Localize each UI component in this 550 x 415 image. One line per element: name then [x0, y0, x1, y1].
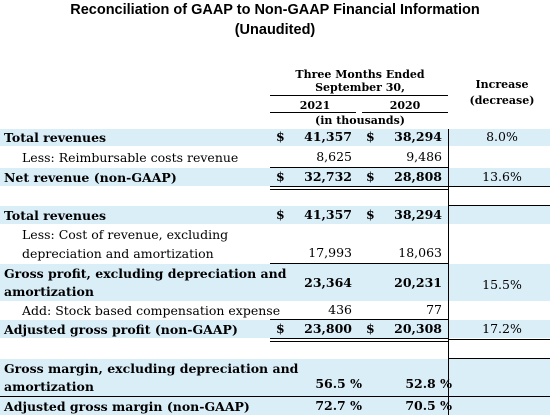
- value-2020: 70.5 %: [405, 398, 452, 413]
- row-label: Adjusted gross profit (non-GAAP): [4, 322, 238, 337]
- value-2021: 436: [328, 302, 352, 317]
- value-2020: 9,486: [406, 149, 442, 164]
- row-band: [0, 359, 550, 396]
- currency-symbol: $: [276, 169, 285, 184]
- row-label: Add: Stock based compensation expense: [22, 303, 281, 318]
- subtotal-rule: [270, 319, 448, 320]
- value-2021: 23,800: [304, 321, 352, 336]
- total-rule: [270, 186, 448, 190]
- change-header-2: (decrease): [469, 94, 535, 107]
- row-band: [0, 168, 550, 186]
- row-rule: [0, 396, 550, 397]
- subtotal-rule: [270, 167, 448, 168]
- row-label: Adjusted gross margin (non-GAAP): [4, 399, 250, 414]
- row-label: Less: Reimbursable costs revenue: [22, 150, 239, 165]
- year-2020-header: 2020: [389, 99, 421, 112]
- change-header: Increase: [475, 78, 529, 91]
- value-2020: 20,231: [394, 275, 442, 290]
- value-2021: 72.7 %: [315, 398, 362, 413]
- currency-symbol: $: [276, 129, 285, 144]
- change-value: 15.5%: [482, 277, 522, 292]
- year-rule-2021: [270, 112, 356, 113]
- units-header: (in thousands): [314, 114, 406, 127]
- page-title: Reconciliation of GAAP to Non-GAAP Finan…: [70, 2, 480, 18]
- value-2020: 20,308: [394, 321, 442, 336]
- cell-rule: [449, 186, 550, 187]
- currency-symbol: $: [366, 207, 375, 222]
- currency-symbol: $: [366, 321, 375, 336]
- period-date-header: September 30,: [315, 81, 405, 94]
- value-2021: 8,625: [316, 149, 352, 164]
- column-divider: [448, 129, 449, 415]
- value-2020: 77: [426, 302, 442, 317]
- currency-symbol: $: [276, 207, 285, 222]
- header-rule: [270, 95, 448, 96]
- period-header: Three Months Ended: [295, 68, 425, 81]
- row-label: Total revenues: [4, 130, 107, 145]
- row-label: Less: Cost of revenue, excluding: [22, 227, 229, 242]
- value-2020: 28,808: [394, 169, 442, 184]
- currency-symbol: $: [366, 169, 375, 184]
- row-band: [0, 320, 550, 338]
- change-value: 13.6%: [482, 169, 522, 184]
- subtotal-rule: [270, 263, 448, 264]
- row-label-continued: amortization: [4, 284, 94, 299]
- currency-symbol: $: [276, 321, 285, 336]
- value-2020: 38,294: [394, 129, 442, 144]
- page-subtitle: (Unaudited): [234, 22, 316, 38]
- value-2020: 18,063: [398, 245, 442, 260]
- cell-rule: [449, 358, 550, 359]
- cell-rule: [449, 205, 550, 206]
- row-band: [0, 129, 550, 146]
- value-2021: 41,357: [304, 129, 352, 144]
- value-2021: 32,732: [304, 169, 352, 184]
- value-2021: 41,357: [304, 207, 352, 222]
- value-2021: 23,364: [304, 275, 352, 290]
- row-label: Gross margin, excluding depreciation and: [4, 361, 299, 376]
- row-label-continued: depreciation and amortization: [22, 246, 214, 261]
- year-rule-2020: [362, 112, 448, 113]
- cell-rule: [449, 339, 550, 340]
- change-value: 8.0%: [486, 129, 518, 144]
- row-label: Gross profit, excluding depreciation and: [4, 266, 287, 281]
- change-value: 17.2%: [482, 321, 522, 336]
- row-band: [0, 206, 550, 224]
- row-label: Total revenues: [4, 208, 107, 223]
- currency-symbol: $: [366, 129, 375, 144]
- value-2020: 38,294: [394, 207, 442, 222]
- value-2021: 17,993: [308, 245, 352, 260]
- row-band: [0, 264, 550, 301]
- row-label: Net revenue (non-GAAP): [4, 170, 177, 185]
- row-label-continued: amortization: [4, 379, 94, 394]
- value-2020: 52.8 %: [405, 376, 452, 391]
- row-band: [0, 397, 550, 415]
- total-rule: [270, 338, 448, 342]
- year-2021-header: 2021: [299, 99, 331, 112]
- value-2021: 56.5 %: [315, 376, 362, 391]
